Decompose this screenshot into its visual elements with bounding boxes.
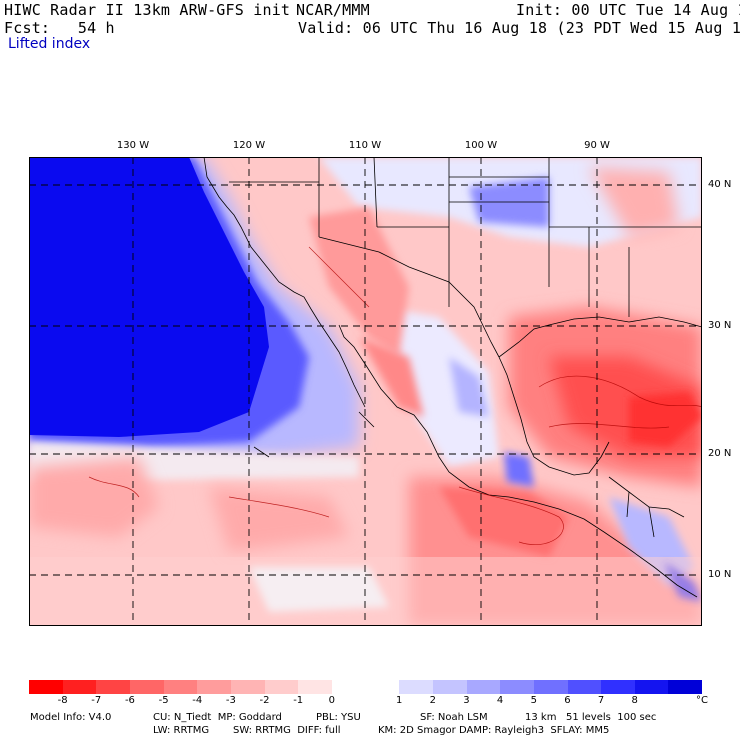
colorbar-tick-label: -6 <box>124 695 135 706</box>
colorbar-segment <box>365 680 400 694</box>
colorbar-tick-label: -3 <box>225 695 236 706</box>
colorbar-segment <box>668 680 703 694</box>
lon-label-120w: 120 W <box>232 140 266 151</box>
colorbar-tick-label: -7 <box>91 695 102 706</box>
colorbar-unit: °C <box>696 695 708 706</box>
lat-label-30n: 30 N <box>708 320 732 331</box>
lon-label-110w: 110 W <box>348 140 382 151</box>
model-title: HIWC Radar II 13km ARW-GFS init <box>4 1 291 19</box>
lon-label-130w: 130 W <box>116 140 150 151</box>
footer-cu-mp: CU: N_Tiedt MP: Goddard <box>153 712 282 723</box>
colorbar-segment <box>29 680 63 694</box>
footer-sf: SF: Noah LSM <box>420 712 488 723</box>
colorbar-segment <box>399 680 433 694</box>
colorbar <box>29 680 703 694</box>
colorbar-segment <box>197 680 231 694</box>
org-label: NCAR/MMM <box>296 1 370 19</box>
footer-pbl: PBL: YSU <box>316 712 361 723</box>
footer-lw: LW: RRTMG <box>153 725 210 736</box>
colorbar-tick-label: -5 <box>158 695 169 706</box>
valid-time: Valid: 06 UTC Thu 16 Aug 18 (23 PDT Wed … <box>298 19 740 37</box>
colorbar-segment <box>163 680 198 694</box>
colorbar-segment <box>533 680 568 694</box>
geography-outlines <box>203 157 702 598</box>
forecast-hour: Fcst: 54 h <box>4 19 115 37</box>
lon-label-90w: 90 W <box>584 140 610 151</box>
footer-resolution: 13 km 51 levels 100 sec <box>525 712 657 723</box>
colorbar-tick-label: 0 <box>328 695 336 706</box>
lon-label-100w: 100 W <box>464 140 498 151</box>
colorbar-segment <box>331 680 366 694</box>
colorbar-tick-label: 7 <box>597 695 605 706</box>
colorbar-tick-label: 6 <box>564 695 571 706</box>
contour-lines <box>88 246 702 546</box>
colorbar-segment <box>129 680 164 694</box>
lat-lon-grid <box>29 157 702 626</box>
footer-km-damp-sflay: KM: 2D Smagor DAMP: Rayleigh3 SFLAY: MM5 <box>378 725 610 736</box>
colorbar-segment <box>96 680 130 694</box>
colorbar-tick-label: -4 <box>192 695 203 706</box>
colorbar-segment <box>601 680 635 694</box>
colorbar-segment <box>432 680 467 694</box>
field-layer <box>29 157 702 626</box>
colorbar-tick-label: -1 <box>293 695 304 706</box>
colorbar-tick-label: 4 <box>496 695 504 706</box>
colorbar-tick-label: 8 <box>631 695 638 706</box>
lat-label-40n: 40 N <box>708 179 732 190</box>
colorbar-segment <box>567 680 602 694</box>
footer-sw-diff: SW: RRTMG DIFF: full <box>233 725 341 736</box>
lat-label-20n: 20 N <box>708 448 732 459</box>
colorbar-tick-label: 1 <box>395 695 403 706</box>
lat-label-10n: 10 N <box>708 569 732 580</box>
field-name: Lifted index <box>8 36 91 52</box>
colorbar-segment <box>298 680 332 694</box>
colorbar-tick-label: 2 <box>429 695 436 706</box>
colorbar-segment <box>500 680 534 694</box>
colorbar-segment <box>62 680 97 694</box>
colorbar-segment <box>634 680 669 694</box>
init-time: Init: 00 UTC Tue 14 Aug 18 <box>516 1 740 19</box>
footer-model-info: Model Info: V4.0 <box>30 712 112 723</box>
colorbar-tick-label: -2 <box>259 695 270 706</box>
map-frame <box>29 157 702 626</box>
colorbar-tick-label: 3 <box>463 695 470 706</box>
lifted-index-map <box>29 157 702 626</box>
colorbar-tick-label: -8 <box>57 695 68 706</box>
colorbar-tick-label: 5 <box>530 695 537 706</box>
colorbar-segment <box>264 680 299 694</box>
colorbar-segment <box>466 680 501 694</box>
colorbar-segment <box>230 680 265 694</box>
